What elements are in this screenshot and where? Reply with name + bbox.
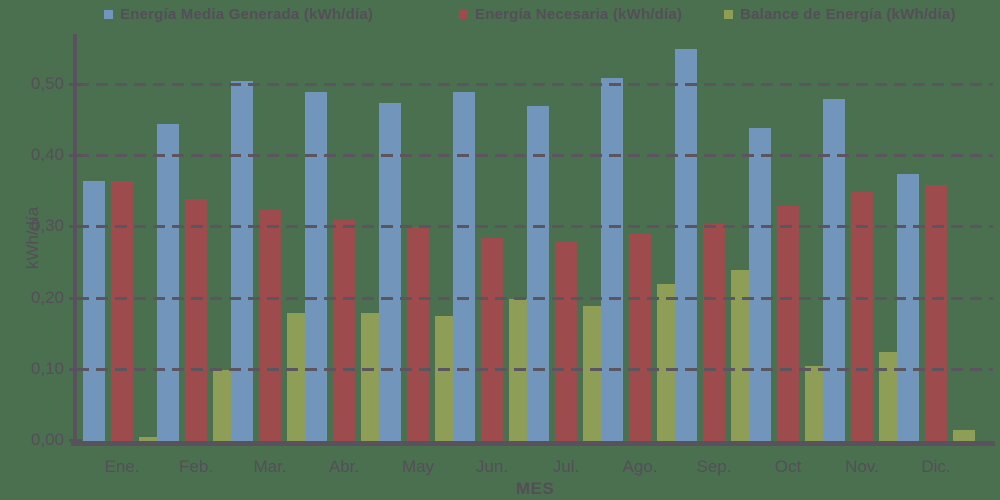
bar-series1-ene [111, 181, 133, 441]
y-tick-mark [69, 82, 82, 86]
y-tick-mark [69, 439, 82, 442]
y-tick-mark [69, 296, 82, 300]
bar-series0-ene [83, 181, 105, 441]
x-axis-line [71, 441, 995, 446]
bar-group-nov [823, 35, 901, 441]
bar-series2-sep [731, 270, 753, 441]
bar-group-abr [305, 35, 383, 441]
bar-series0-ago [601, 77, 623, 441]
bar-series0-mar [231, 81, 253, 441]
bar-series2-dic [953, 430, 975, 441]
bar-series0-feb [157, 124, 179, 441]
x-tick-label: Jun. [475, 457, 509, 476]
bar-series2-oct [805, 366, 827, 441]
y-tick-label: 0,20 [30, 287, 64, 307]
bar-series1-dic [925, 184, 947, 441]
legend-swatch-generada-icon [104, 10, 113, 19]
bar-group-mar [231, 35, 309, 441]
bar-group-feb [157, 35, 235, 441]
bar-series2-may [435, 316, 457, 441]
bar-series0-sep [675, 49, 697, 441]
legend-label-balance: Balance de Energía (kWh/día) [740, 6, 956, 23]
bar-group-oct [749, 35, 827, 441]
bar-series1-abr [333, 220, 355, 441]
bar-series1-jul [555, 241, 577, 441]
bar-series1-mar [259, 209, 281, 441]
bar-series2-ene [139, 437, 161, 441]
y-tick-labels: 0,00 0,10 0,20 0,30 0,40 0,50 [0, 35, 64, 449]
x-tick-label: Mar. [253, 457, 287, 476]
bar-group-sep [675, 35, 753, 441]
bar-series0-abr [305, 91, 327, 441]
bar-group-may [379, 35, 457, 441]
bar-series1-sep [703, 223, 725, 441]
bar-series2-jul [583, 305, 605, 441]
bar-series0-dic [897, 173, 919, 441]
bar-group-dic [897, 35, 975, 441]
bar-series0-nov [823, 99, 845, 441]
x-tick-labels: Ene. Feb. Mar. Abr. May Jun. Jul. Ago. Sep. Oct No… [77, 457, 993, 479]
legend-swatch-necesaria-icon [459, 10, 468, 19]
bar-series0-oct [749, 127, 771, 441]
bar-series0-jun [453, 91, 475, 441]
x-tick-label: Sep. [696, 457, 732, 476]
x-tick-label: May [401, 457, 435, 476]
y-tick-label: 0,10 [30, 358, 64, 378]
x-tick-label: Dic. [921, 457, 951, 476]
bar-group-ene [83, 35, 161, 441]
x-axis-title: MES [515, 479, 555, 498]
bar-series1-feb [185, 198, 207, 441]
y-tick-mark [69, 367, 82, 371]
bar-series1-nov [851, 191, 873, 441]
legend-item-energia-media-generada[interactable]: Energía Media Generada (kWh/día) [104, 6, 373, 23]
y-tick-label: 0,50 [30, 73, 64, 93]
x-tick-label: Abr. [328, 457, 360, 476]
bar-series1-jun [481, 238, 503, 441]
y-tick-mark [69, 154, 82, 158]
x-tick-label: Oct [774, 457, 802, 476]
bar-group-ago [601, 35, 679, 441]
y-tick-label: 0,00 [30, 430, 64, 449]
bar-series2-nov [879, 351, 901, 441]
bar-series1-ago [629, 234, 651, 441]
y-tick-mark [69, 225, 82, 229]
y-tick-label: 0,30 [30, 216, 64, 236]
bar-series1-oct [777, 205, 799, 441]
bar-series0-jul [527, 106, 549, 441]
bar-series0-may [379, 102, 401, 441]
legend-item-balance-energia[interactable]: Balance de Energía (kWh/día) [724, 6, 956, 23]
bar-group-jun [453, 35, 531, 441]
y-axis-line [73, 34, 77, 446]
plot-area [69, 35, 993, 442]
x-tick-label: Ago. [622, 457, 658, 476]
legend-label-necesaria: Energía Necesaria (kWh/día) [475, 6, 683, 23]
y-tick-label: 0,40 [30, 145, 64, 165]
bar-series2-feb [213, 369, 235, 441]
legend-item-energia-necesaria[interactable]: Energía Necesaria (kWh/día) [459, 6, 682, 23]
bar-series2-ago [657, 284, 679, 441]
bar-series2-mar [287, 312, 309, 441]
x-tick-label: Nov. [845, 457, 879, 476]
x-tick-label: Jul. [552, 457, 580, 476]
x-tick-label: Feb. [178, 457, 214, 476]
legend-label-generada: Energía Media Generada (kWh/día) [120, 6, 374, 23]
legend-swatch-balance-icon [724, 10, 733, 19]
x-tick-label: Ene. [104, 457, 140, 476]
bar-series1-may [407, 227, 429, 441]
bar-group-jul [527, 35, 605, 441]
bar-series2-abr [361, 312, 383, 441]
